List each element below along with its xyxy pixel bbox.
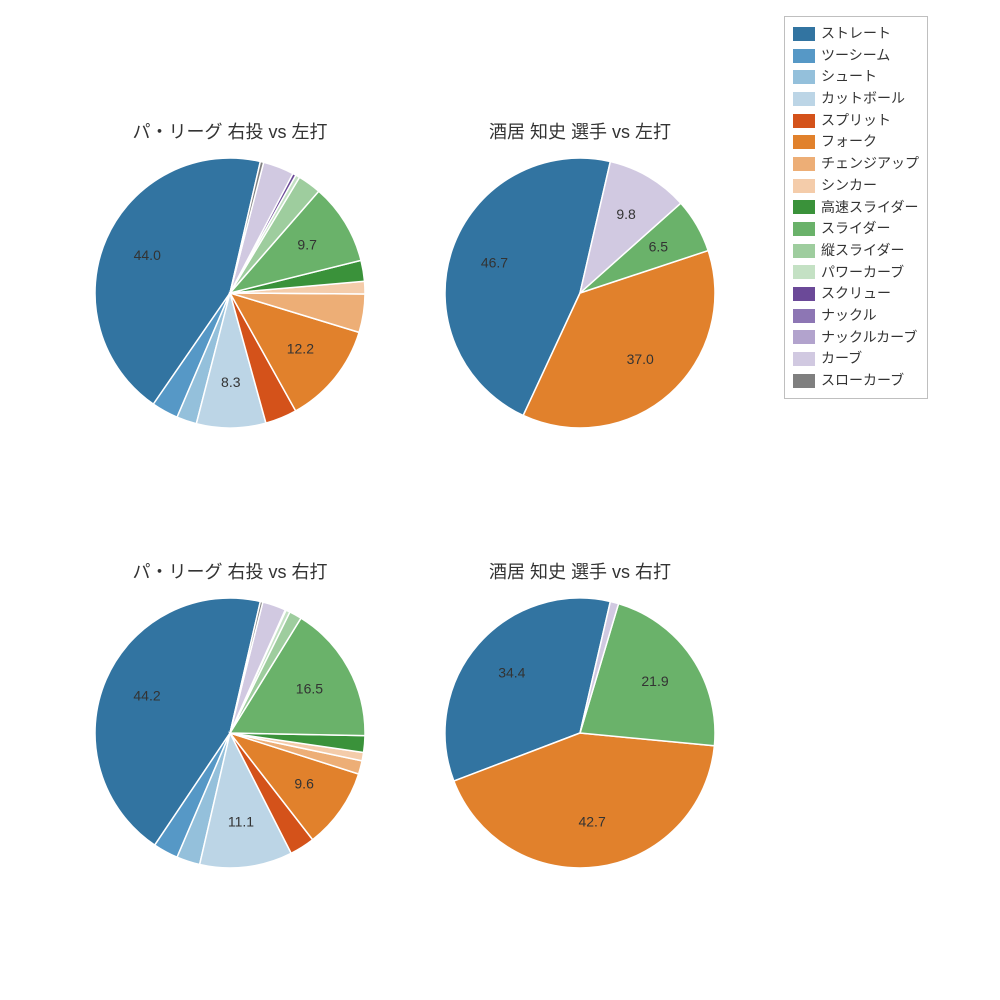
slice-label-フォーク: 12.2 <box>287 341 314 357</box>
pie-chart-br: 34.4 42.7 21.9 <box>405 558 755 908</box>
legend-item: スライダー <box>793 218 919 240</box>
legend-swatch <box>793 287 815 301</box>
slice-label-スライダー: 6.5 <box>649 238 669 254</box>
legend-item: 縦スライダー <box>793 240 919 262</box>
legend-label: カーブ <box>821 348 862 370</box>
legend-label: スクリュー <box>821 283 891 305</box>
legend: ストレートツーシームシュートカットボールスプリットフォークチェンジアップシンカー… <box>784 16 928 399</box>
legend-item: パワーカーブ <box>793 262 919 284</box>
legend-label: ナックルカーブ <box>821 327 917 349</box>
legend-item: スローカーブ <box>793 370 919 392</box>
legend-swatch <box>793 309 815 323</box>
slice-label-スライダー: 9.7 <box>297 236 317 252</box>
legend-label: カットボール <box>821 88 905 110</box>
legend-label: シュート <box>821 66 877 88</box>
pie-chart-tr: 46.7 37.0 6.5 9.8 <box>405 118 755 468</box>
legend-item: ストレート <box>793 23 919 45</box>
legend-item: ツーシーム <box>793 45 919 67</box>
legend-item: スクリュー <box>793 283 919 305</box>
legend-label: スローカーブ <box>821 370 904 392</box>
legend-label: チェンジアップ <box>821 153 919 175</box>
legend-item: ナックル <box>793 305 919 327</box>
slice-label-ストレート: 44.0 <box>134 247 161 263</box>
legend-label: 縦スライダー <box>821 240 904 262</box>
slice-label-スライダー: 16.5 <box>296 680 323 696</box>
legend-item: シンカー <box>793 175 919 197</box>
legend-item: カットボール <box>793 88 919 110</box>
slice-label-カーブ: 9.8 <box>616 206 636 222</box>
legend-swatch <box>793 352 815 366</box>
legend-swatch <box>793 70 815 84</box>
legend-item: スプリット <box>793 110 919 132</box>
legend-swatch <box>793 114 815 128</box>
legend-swatch <box>793 49 815 63</box>
slice-label-ストレート: 44.2 <box>133 688 160 704</box>
legend-swatch <box>793 135 815 149</box>
legend-swatch <box>793 222 815 236</box>
legend-label: ツーシーム <box>821 45 890 67</box>
legend-item: フォーク <box>793 131 919 153</box>
slice-label-カットボール: 8.3 <box>221 374 241 390</box>
slice-label-フォーク: 42.7 <box>578 813 605 829</box>
legend-item: 高速スライダー <box>793 197 919 219</box>
figure: パ・リーグ 右投 vs 左打44.08.312.29.7酒居 知史 選手 vs … <box>0 0 1000 1000</box>
legend-swatch <box>793 330 815 344</box>
legend-swatch <box>793 27 815 41</box>
legend-label: ストレート <box>821 23 891 45</box>
slice-label-ストレート: 46.7 <box>481 254 508 270</box>
slice-label-カットボール: 11.1 <box>228 813 254 829</box>
legend-item: シュート <box>793 66 919 88</box>
slice-label-フォーク: 9.6 <box>294 776 314 792</box>
legend-item: ナックルカーブ <box>793 327 919 349</box>
legend-item: チェンジアップ <box>793 153 919 175</box>
legend-label: フォーク <box>821 131 877 153</box>
legend-swatch <box>793 265 815 279</box>
legend-label: スプリット <box>821 110 891 132</box>
pie-chart-bl: 44.2 11.1 9.6 16.5 <box>55 558 405 908</box>
legend-swatch <box>793 179 815 193</box>
pie-chart-tl: 44.0 8.3 12.2 9.7 <box>55 118 405 468</box>
legend-swatch <box>793 157 815 171</box>
slice-label-スライダー: 21.9 <box>641 673 668 689</box>
legend-label: ナックル <box>821 305 877 327</box>
legend-label: 高速スライダー <box>821 197 918 219</box>
legend-label: シンカー <box>821 175 877 197</box>
legend-swatch <box>793 374 815 388</box>
legend-label: スライダー <box>821 218 890 240</box>
legend-label: パワーカーブ <box>821 262 904 284</box>
legend-swatch <box>793 200 815 214</box>
legend-swatch <box>793 92 815 106</box>
slice-label-フォーク: 37.0 <box>627 351 654 367</box>
legend-item: カーブ <box>793 348 919 370</box>
legend-swatch <box>793 244 815 258</box>
slice-label-ストレート: 34.4 <box>498 664 525 680</box>
